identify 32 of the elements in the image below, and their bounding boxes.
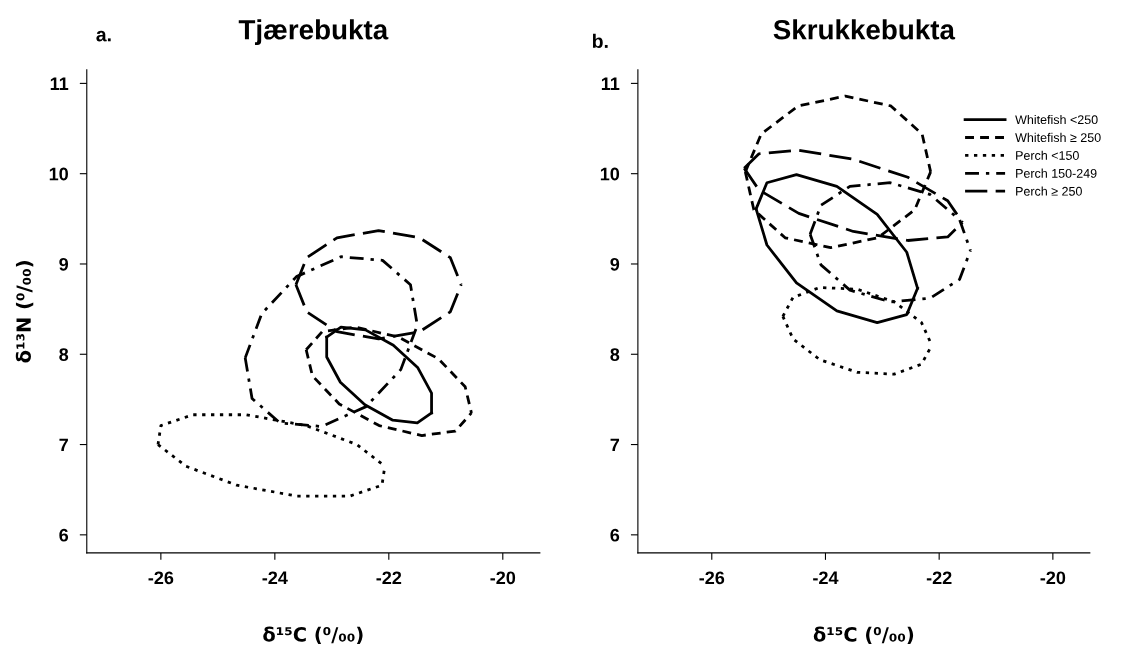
x-axis-title: δ¹⁵C (⁰/₀₀) [813, 626, 914, 645]
x-tick-label: -22 [376, 571, 402, 585]
y-tick-label: 9 [610, 257, 620, 271]
y-tick-label: 6 [610, 528, 620, 542]
chart-title: Tjærebukta [238, 19, 389, 46]
legend-label: Whitefish ≥ 250 [1015, 132, 1101, 142]
y-tick-label: 8 [59, 348, 69, 361]
text: a. [96, 30, 111, 42]
y-tick-label: 6 [59, 528, 69, 542]
x-axis-title: δ¹⁵C (⁰/₀₀) [263, 626, 363, 645]
y-tick-label: 11 [601, 77, 620, 90]
x-tick-label: -26 [699, 571, 725, 585]
x-tick-label: -24 [262, 571, 288, 585]
legend-label: Whitefish <250 [1015, 114, 1098, 125]
text: b. [592, 33, 608, 49]
y-tick-label: 10 [600, 167, 620, 181]
x-tick-label: -26 [148, 571, 174, 585]
y-tick-label: 10 [49, 167, 68, 181]
x-tick-label: -20 [1040, 571, 1066, 585]
y-tick-label: 7 [59, 438, 68, 452]
legend-label: Perch ≥ 250 [1016, 186, 1082, 196]
y-tick-label: 11 [50, 77, 69, 90]
y-tick-label: 8 [610, 348, 620, 361]
y-tick-label: 9 [59, 257, 69, 271]
y-tick-label: 7 [610, 438, 620, 452]
legend-label: Perch 150-249 [1016, 168, 1097, 178]
y-axis-title: δ¹³N (⁰/₀₀) [15, 261, 34, 363]
x-tick-label: -24 [813, 571, 839, 585]
chart-title: Skrukkebukta [773, 19, 956, 40]
x-tick-label: -20 [490, 571, 516, 585]
x-tick-label: -22 [926, 571, 952, 585]
legend-label: Perch <150 [1016, 150, 1079, 160]
